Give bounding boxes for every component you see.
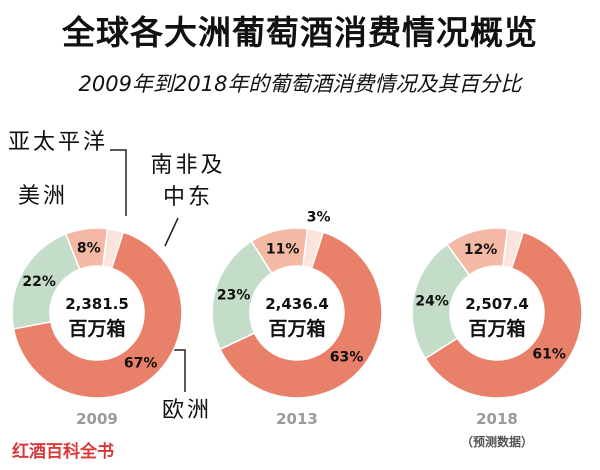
- label-me-africa: 南非及 中东: [138, 150, 238, 214]
- label-asia-pacific: 亚太平洋: [8, 130, 109, 155]
- label-americas: 美洲: [18, 184, 69, 209]
- center-unit-2018: 百万箱: [468, 317, 525, 340]
- slice-me-africa-2013: [302, 227, 325, 270]
- donut-2018: 61% 24% 12% 2,507.4 百万箱: [411, 227, 583, 399]
- year-label-2009: 2009: [76, 410, 118, 428]
- center-unit-2009: 百万箱: [68, 317, 125, 340]
- center-unit-2013: 百万箱: [268, 317, 325, 340]
- pct-label-me-africa-2013: 3%: [307, 209, 331, 225]
- pct-label-americas-2018: 24%: [415, 294, 449, 310]
- slice-europe-2018: [424, 231, 583, 399]
- slice-me-africa-2009: [102, 227, 125, 270]
- label-me-africa-line1: 南非及: [150, 153, 226, 178]
- page-title: 全球各大洲葡萄酒消费情况概览: [62, 13, 538, 52]
- label-me-africa-line2: 中东: [162, 185, 213, 210]
- pct-label-europe-2013: 63%: [330, 350, 364, 366]
- pct-label-americas-2013: 23%: [217, 288, 251, 304]
- forecast-note: （预测数据）: [460, 435, 533, 449]
- brand-logo-text: 红酒百科全书: [12, 442, 114, 462]
- year-label-2018: 2018: [476, 410, 518, 428]
- pct-label-americas-2009: 22%: [22, 274, 56, 290]
- leader-asia-pacific: [110, 149, 127, 216]
- center-total-2009: 2,381.5: [65, 295, 129, 313]
- page-subtitle: 2009年到2018年的葡萄酒消费情况及其百分比: [78, 72, 522, 96]
- leader-europe: [172, 349, 186, 392]
- slice-europe-2009: [12, 231, 183, 399]
- donut-2013: 63% 23% 11% 3% 2,436.4 百万箱: [211, 209, 383, 399]
- pct-label-europe-2009: 67%: [124, 356, 158, 372]
- year-label-2013: 2013: [276, 410, 318, 428]
- pct-label-asia-pacific-2018: 12%: [464, 242, 498, 258]
- center-total-2018: 2,507.4: [465, 295, 529, 313]
- pct-label-asia-pacific-2009: 8%: [77, 241, 101, 257]
- center-total-2013: 2,436.4: [265, 295, 329, 313]
- pct-label-asia-pacific-2013: 11%: [266, 242, 300, 258]
- pct-label-europe-2018: 61%: [532, 346, 566, 362]
- label-europe: 欧洲: [162, 398, 213, 423]
- leader-me-africa: [164, 217, 179, 247]
- slice-europe-2013: [219, 231, 383, 399]
- donut-2009: 67% 22% 8% 2,381.5 百万箱: [11, 227, 183, 399]
- slice-me-africa-2018: [502, 227, 525, 270]
